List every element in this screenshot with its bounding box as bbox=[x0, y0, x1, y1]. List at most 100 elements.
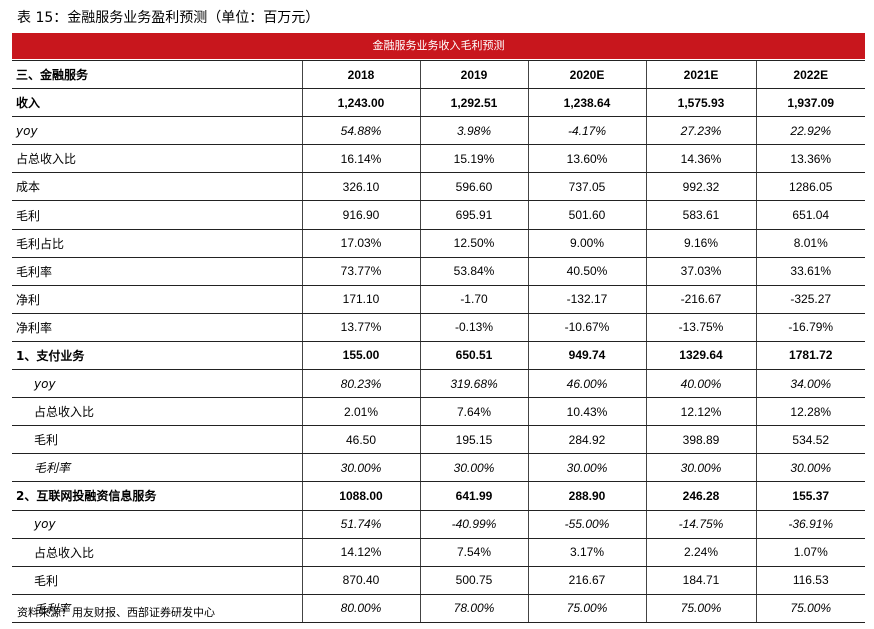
row-label: 占总收入比 bbox=[12, 397, 302, 427]
row-label: 净利 bbox=[12, 285, 302, 314]
table-cell: 155.37 bbox=[755, 481, 865, 511]
table-cell: 1,937.09 bbox=[755, 88, 865, 118]
table-cell: 7.54% bbox=[419, 538, 528, 567]
table-row: 毛利 46.50 195.15 284.92 398.89 534.52 bbox=[12, 425, 865, 455]
table-cell: 583.61 bbox=[645, 200, 756, 230]
table-cell: 319.68% bbox=[419, 369, 528, 399]
table-cell: -36.91% bbox=[755, 510, 865, 539]
table-row: yoy 51.74% -40.99% -55.00% -14.75% -36.91% bbox=[12, 510, 865, 539]
row-label: 2、互联网投融资信息服务 bbox=[12, 481, 302, 511]
table-row: 2、互联网投融资信息服务 1088.00 641.99 288.90 246.28 155… bbox=[12, 481, 865, 511]
table-cell: 195.15 bbox=[419, 425, 528, 455]
table-cell: -1.70 bbox=[419, 285, 528, 314]
table-cell: 37.03% bbox=[645, 257, 756, 286]
table-cell: 22.92% bbox=[755, 116, 865, 146]
table-row: 收入 1,243.00 1,292.51 1,238.64 1,575.93 1,937.… bbox=[12, 88, 865, 118]
table-cell: 1,238.64 bbox=[527, 88, 646, 118]
table-cell: 16.14% bbox=[301, 144, 420, 174]
table-cell: 80.00% bbox=[301, 594, 420, 623]
table-cell: 870.40 bbox=[301, 566, 420, 595]
table-cell: 3.17% bbox=[527, 538, 646, 567]
row-label: 毛利率 bbox=[12, 453, 302, 483]
row-label: 毛利 bbox=[12, 200, 302, 230]
header-row: 三、金融服务 2018 2019 2020E 2021E 2022E bbox=[12, 59, 865, 90]
table-cell: 916.90 bbox=[301, 200, 420, 230]
table-cell: 500.75 bbox=[419, 566, 528, 595]
row-label: 1、支付业务 bbox=[12, 341, 302, 371]
table-cell: 641.99 bbox=[419, 481, 528, 511]
table-row: 毛利 870.40 500.75 216.67 184.71 116.53 bbox=[12, 566, 865, 595]
table-cell: 12.28% bbox=[755, 397, 865, 427]
table-cell: 78.00% bbox=[419, 594, 528, 623]
table-cell: 288.90 bbox=[527, 481, 646, 511]
table-cell: 992.32 bbox=[645, 172, 756, 202]
table-cell: 46.50 bbox=[301, 425, 420, 455]
table-cell: 695.91 bbox=[419, 200, 528, 230]
table-cell: 54.88% bbox=[301, 116, 420, 146]
table-cell: 1,575.93 bbox=[645, 88, 756, 118]
financial-services-forecast-table: 三、金融服务 2018 2019 2020E 2021E 2022E 收入 1,2… bbox=[12, 59, 865, 623]
row-label: 毛利率 bbox=[12, 594, 302, 623]
table-cell: -325.27 bbox=[755, 285, 865, 314]
source-note: 资料来源：用友财报、西部证券研发中心 bbox=[17, 606, 215, 619]
table-cell: 284.92 bbox=[527, 425, 646, 455]
table-cell: 1329.64 bbox=[645, 341, 756, 371]
header-2018: 2018 bbox=[301, 59, 420, 90]
table-cell: 8.01% bbox=[755, 229, 865, 258]
table-cell: 246.28 bbox=[645, 481, 756, 511]
table-cell: -132.17 bbox=[527, 285, 646, 314]
table-cell: 75.00% bbox=[527, 594, 646, 623]
table-title: 表 15：金融服务业务盈利预测（单位：百万元） bbox=[17, 10, 320, 26]
row-label: 收入 bbox=[12, 88, 302, 118]
table-cell: 46.00% bbox=[527, 369, 646, 399]
table-cell: 116.53 bbox=[755, 566, 865, 595]
table-cell: -10.67% bbox=[527, 313, 646, 342]
header-2020e: 2020E bbox=[527, 59, 646, 90]
table-cell: 30.00% bbox=[301, 453, 420, 483]
table-cell: 651.04 bbox=[755, 200, 865, 230]
table-row: 毛利 916.90 695.91 501.60 583.61 651.04 bbox=[12, 200, 865, 230]
table-cell: 17.03% bbox=[301, 229, 420, 258]
table-cell: 1.07% bbox=[755, 538, 865, 567]
table-cell: 40.00% bbox=[645, 369, 756, 399]
row-label: 毛利 bbox=[12, 425, 302, 455]
row-label: 毛利率 bbox=[12, 257, 302, 286]
header-2021e: 2021E bbox=[645, 59, 756, 90]
table-cell: 1088.00 bbox=[301, 481, 420, 511]
table-cell: 184.71 bbox=[645, 566, 756, 595]
row-label: yoy bbox=[12, 369, 302, 399]
table-cell: 14.12% bbox=[301, 538, 420, 567]
table-cell: -55.00% bbox=[527, 510, 646, 539]
header-2019: 2019 bbox=[419, 59, 528, 90]
table-cell: 40.50% bbox=[527, 257, 646, 286]
table-cell: 30.00% bbox=[645, 453, 756, 483]
table-cell: 3.98% bbox=[419, 116, 528, 146]
table-cell: 51.74% bbox=[301, 510, 420, 539]
table-cell: -216.67 bbox=[645, 285, 756, 314]
table-cell: 1,243.00 bbox=[301, 88, 420, 118]
table-body: 三、金融服务 2018 2019 2020E 2021E 2022E 收入 1,2… bbox=[12, 59, 865, 623]
table-cell: 15.19% bbox=[419, 144, 528, 174]
table-cell: -14.75% bbox=[645, 510, 756, 539]
table-cell: 501.60 bbox=[527, 200, 646, 230]
table-cell: 171.10 bbox=[301, 285, 420, 314]
table-cell: 75.00% bbox=[645, 594, 756, 623]
row-label: 毛利占比 bbox=[12, 229, 302, 258]
table-cell: 326.10 bbox=[301, 172, 420, 202]
table-row: 净利 171.10 -1.70 -132.17 -216.67 -325.27 bbox=[12, 285, 865, 314]
table-cell: 949.74 bbox=[527, 341, 646, 371]
table-cell: 13.60% bbox=[527, 144, 646, 174]
table-cell: 650.51 bbox=[419, 341, 528, 371]
row-label: yoy bbox=[12, 510, 302, 539]
table-cell: 1286.05 bbox=[755, 172, 865, 202]
table-row: yoy 80.23% 319.68% 46.00% 40.00% 34.00% bbox=[12, 369, 865, 399]
header-2022e: 2022E bbox=[755, 59, 865, 90]
table-cell: 14.36% bbox=[645, 144, 756, 174]
table-row: 占总收入比 2.01% 7.64% 10.43% 12.12% 12.28% bbox=[12, 397, 865, 427]
table-cell: 34.00% bbox=[755, 369, 865, 399]
table-cell: 12.12% bbox=[645, 397, 756, 427]
table-cell: 9.16% bbox=[645, 229, 756, 258]
table-cell: 80.23% bbox=[301, 369, 420, 399]
table-cell: 596.60 bbox=[419, 172, 528, 202]
table-cell: 73.77% bbox=[301, 257, 420, 286]
